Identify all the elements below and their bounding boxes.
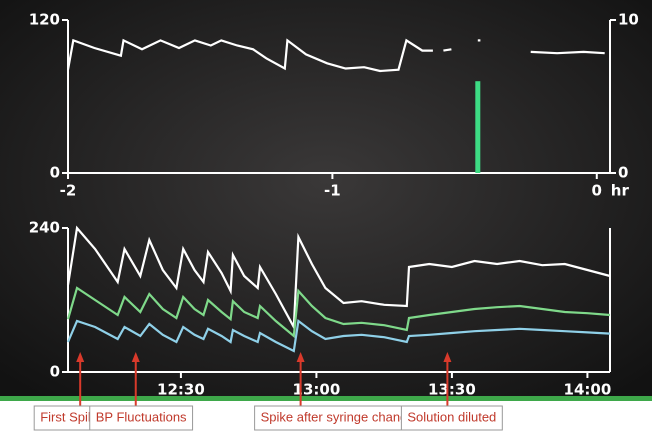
y2-tick-label: 10 <box>618 11 639 29</box>
x-tick-label: 13:30 <box>428 381 476 399</box>
arrow-head <box>131 352 140 362</box>
annotation-box <box>254 405 422 431</box>
series-line <box>66 38 433 73</box>
annotation-label: Spike after syringe change <box>261 409 415 424</box>
y2-tick-label: 0 <box>618 164 628 182</box>
bar <box>475 81 481 173</box>
series-line <box>66 225 611 331</box>
series-line <box>66 286 611 339</box>
screen-edge <box>0 396 652 401</box>
y-tick-label: 0 <box>50 363 60 381</box>
annotation-label: BP Fluctuations <box>96 409 187 424</box>
x-axis-label: hr <box>611 182 630 200</box>
y-tick-label: 0 <box>50 164 60 182</box>
arrow-head <box>76 352 85 362</box>
series-line <box>530 50 605 55</box>
x-tick-label: -1 <box>324 182 341 200</box>
y-tick-label: 240 <box>29 219 60 237</box>
series-line <box>443 48 452 52</box>
x-tick-label: -2 <box>60 182 77 200</box>
y-tick-label: 120 <box>29 11 60 29</box>
arrow-head <box>443 352 452 362</box>
annotation-label: Solution diluted <box>407 409 496 424</box>
arrow-head <box>296 352 305 362</box>
annotation-box <box>89 405 194 431</box>
x-tick-label: 12:30 <box>157 381 205 399</box>
annotation-box <box>400 405 503 431</box>
x-tick-label: 13:00 <box>293 381 341 399</box>
x-tick-label: 0 <box>592 182 602 200</box>
x-tick-label: 14:00 <box>564 381 612 399</box>
annotation-label: First Spike <box>40 409 101 424</box>
series-line <box>66 319 611 353</box>
